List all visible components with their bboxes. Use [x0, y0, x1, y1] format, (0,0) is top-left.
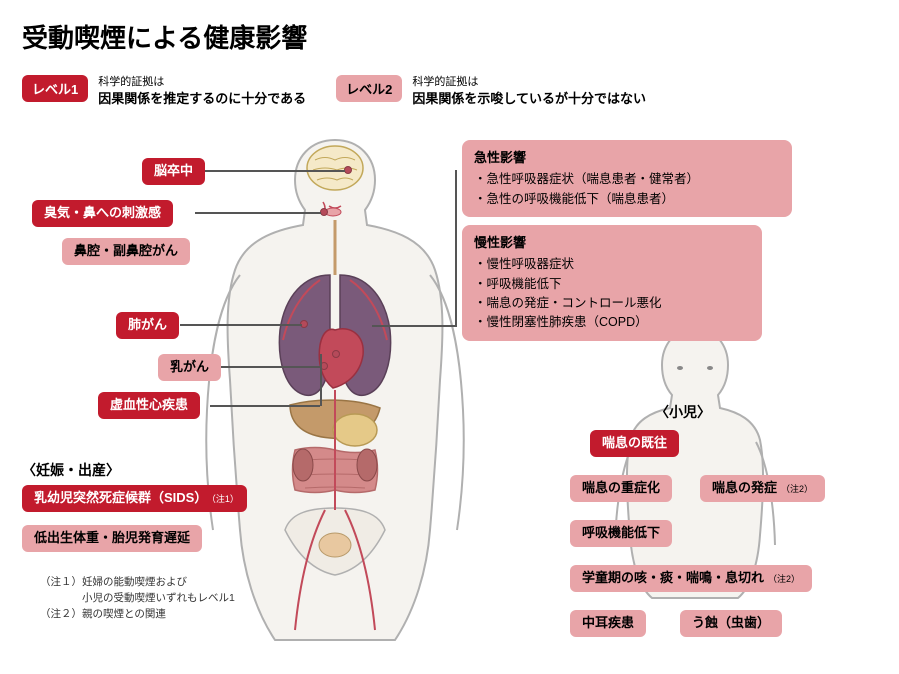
- note1b: 小児の受動喫煙いずれもレベル1: [40, 591, 235, 607]
- diagram-canvas: 脳卒中 臭気・鼻への刺激感 鼻腔・副鼻腔がん 肺がん 乳がん 虚血性心疾患 急性…: [0, 130, 899, 674]
- dot-brain: [344, 166, 352, 174]
- level1-sub: 科学的証拠は: [98, 75, 306, 90]
- line-acute: [372, 325, 457, 327]
- level1-badge: レベル1: [22, 75, 88, 102]
- line-stroke: [205, 170, 345, 172]
- level1-main: 因果関係を推定するのに十分である: [98, 90, 306, 108]
- tag-heart-disease: 虚血性心疾患: [98, 392, 200, 419]
- child-body-icon: [610, 320, 780, 600]
- legend: レベル1 科学的証拠は 因果関係を推定するのに十分である レベル2 科学的証拠は…: [22, 75, 646, 109]
- line-heart: [210, 405, 320, 407]
- chronic-item-2: ・喘息の発症・コントロール悪化: [474, 294, 750, 313]
- chronic-item-3: ・慢性閉塞性肺疾患（COPD）: [474, 313, 750, 332]
- page-title: 受動喫煙による健康影響: [22, 18, 307, 55]
- school-cough-text: 学童期の咳・痰・喘鳴・息切れ: [582, 570, 764, 585]
- level2-main: 因果関係を示唆しているが十分ではない: [412, 90, 646, 108]
- level2-text: 科学的証拠は 因果関係を示唆しているが十分ではない: [412, 75, 646, 109]
- legend-level1: レベル1 科学的証拠は 因果関係を推定するのに十分である: [22, 75, 306, 109]
- tag-nose-irritation: 臭気・鼻への刺激感: [32, 200, 173, 227]
- tag-ear: 中耳疾患: [570, 610, 646, 637]
- level1-text: 科学的証拠は 因果関係を推定するのに十分である: [98, 75, 306, 109]
- tag-resp-decline: 呼吸機能低下: [570, 520, 672, 547]
- tag-stroke: 脳卒中: [142, 158, 205, 185]
- tag-lung-cancer: 肺がん: [116, 312, 179, 339]
- line-acute-v: [455, 170, 457, 326]
- tag-breast-cancer: 乳がん: [158, 354, 221, 381]
- asthma-onset-text: 喘息の発症: [712, 480, 777, 495]
- tag-asthma-onset: 喘息の発症 （注2）: [700, 475, 825, 502]
- level2-sub: 科学的証拠は: [412, 75, 646, 90]
- legend-level2: レベル2 科学的証拠は 因果関係を示唆しているが十分ではない: [336, 75, 646, 109]
- level2-badge: レベル2: [336, 75, 402, 102]
- sids-note: （注1）: [211, 494, 239, 504]
- chronic-item-0: ・慢性呼吸器症状: [474, 255, 750, 274]
- pregnancy-label: 〈妊娠・出産〉: [22, 460, 120, 480]
- tag-asthma-severe: 喘息の重症化: [570, 475, 672, 502]
- school-cough-note: （注2）: [768, 574, 800, 584]
- child-label: 〈小児〉: [655, 402, 711, 422]
- chronic-header: 慢性影響: [474, 233, 750, 253]
- tag-nasal-cancer: 鼻腔・副鼻腔がん: [62, 238, 190, 265]
- line-heart-v: [320, 354, 322, 406]
- notes: （注１）妊婦の能動喫煙および 小児の受動喫煙いずれもレベル1 （注２）親の喫煙と…: [40, 575, 235, 622]
- tag-asthma-history: 喘息の既往: [590, 430, 679, 457]
- line-nose: [195, 212, 321, 214]
- box-acute: 急性影響 ・急性呼吸器症状（喘息患者・健常者） ・急性の呼吸機能低下（喘息患者）: [462, 140, 792, 217]
- box-chronic: 慢性影響 ・慢性呼吸器症状 ・呼吸機能低下 ・喘息の発症・コントロール悪化 ・慢…: [462, 225, 762, 341]
- asthma-onset-note: （注2）: [781, 484, 813, 494]
- note1: （注１）妊婦の能動喫煙および: [40, 575, 235, 591]
- tag-caries: う蝕（虫歯）: [680, 610, 782, 637]
- dot-heart: [332, 350, 340, 358]
- tag-school-cough: 学童期の咳・痰・喘鳴・息切れ （注2）: [570, 565, 812, 592]
- line-breast: [218, 366, 322, 368]
- acute-item-0: ・急性呼吸器症状（喘息患者・健常者）: [474, 170, 780, 189]
- chronic-item-1: ・呼吸機能低下: [474, 275, 750, 294]
- tag-sids: 乳幼児突然死症候群（SIDS） （注1）: [22, 485, 247, 512]
- acute-header: 急性影響: [474, 148, 780, 168]
- sids-text: 乳幼児突然死症候群（SIDS）: [34, 490, 207, 505]
- acute-item-1: ・急性の呼吸機能低下（喘息患者）: [474, 190, 780, 209]
- note2: （注２）親の喫煙との関連: [40, 607, 235, 623]
- line-lung: [180, 324, 302, 326]
- dot-nose: [320, 208, 328, 216]
- tag-low-birth: 低出生体重・胎児発育遅延: [22, 525, 202, 552]
- adult-body-icon: [195, 130, 475, 650]
